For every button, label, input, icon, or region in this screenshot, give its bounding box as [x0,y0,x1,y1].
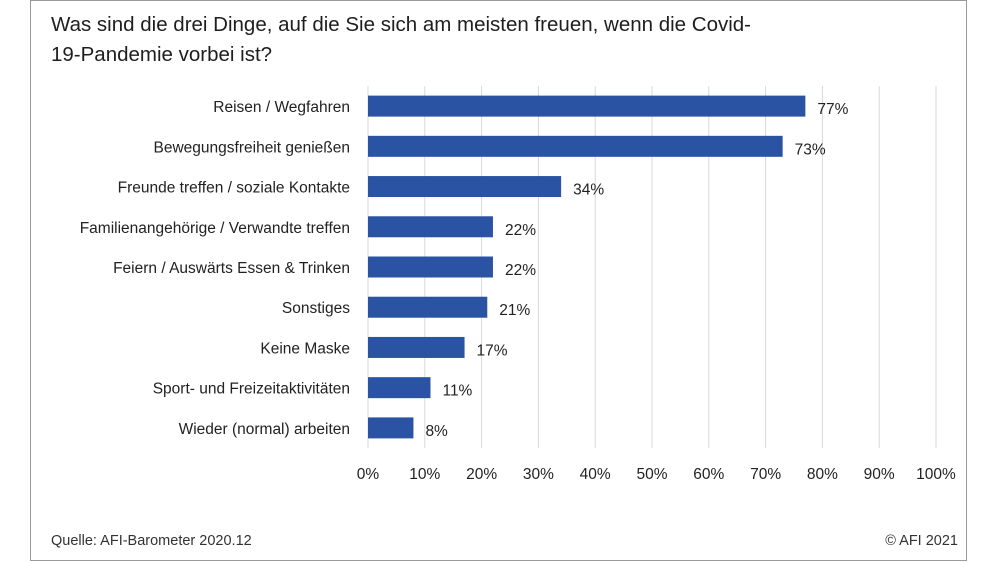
value-label: 77% [817,101,848,118]
value-label: 73% [795,141,826,158]
bar [368,417,414,439]
x-tick-label: 60% [693,466,724,483]
chart-title: Was sind die drei Dinge, auf die Sie sic… [51,10,811,70]
category-label: Keine Maske [260,340,350,357]
value-label: 11% [442,383,472,400]
bar [368,256,493,278]
category-label: Sonstiges [282,300,350,317]
value-label: 22% [505,222,536,239]
x-tick-label: 10% [409,466,440,483]
category-label: Bewegungsfreiheit genießen [154,139,350,156]
x-tick-label: 80% [807,466,838,483]
value-label: 22% [505,262,536,279]
bar [368,216,493,238]
x-tick-label: 40% [580,466,611,483]
chart-frame [30,0,967,561]
x-tick-label: 90% [864,466,895,483]
value-label: 17% [477,342,508,359]
bar [368,95,806,117]
bar [368,336,465,358]
bar [368,296,488,318]
x-tick-label: 20% [466,466,497,483]
copyright-note: © AFI 2021 [885,533,958,549]
x-tick-label: 0% [357,466,380,483]
category-label: Freunde treffen / soziale Kontakte [118,180,350,197]
value-label: 8% [425,423,448,440]
bar [368,176,562,198]
value-label: 21% [499,302,530,319]
bar [368,135,783,157]
bar [368,377,431,399]
category-label: Sport- und Freizeitaktivitäten [153,381,350,398]
category-label: Feiern / Auswärts Essen & Trinken [113,260,350,277]
category-label: Wieder (normal) arbeiten [179,421,350,438]
x-tick-label: 100% [916,466,956,483]
value-label: 34% [573,182,604,199]
x-tick-label: 70% [750,466,781,483]
category-label: Reisen / Wegfahren [213,99,350,116]
x-tick-label: 30% [523,466,554,483]
chart-title-line-1: Was sind die drei Dinge, auf die Sie sic… [51,13,752,36]
x-tick-label: 50% [636,466,667,483]
source-note: Quelle: AFI-Barometer 2020.12 [51,533,252,549]
chart-title-line-2: 19-Pandemie vorbei ist? [51,43,273,66]
category-label: Familienangehörige / Verwandte treffen [80,220,350,237]
